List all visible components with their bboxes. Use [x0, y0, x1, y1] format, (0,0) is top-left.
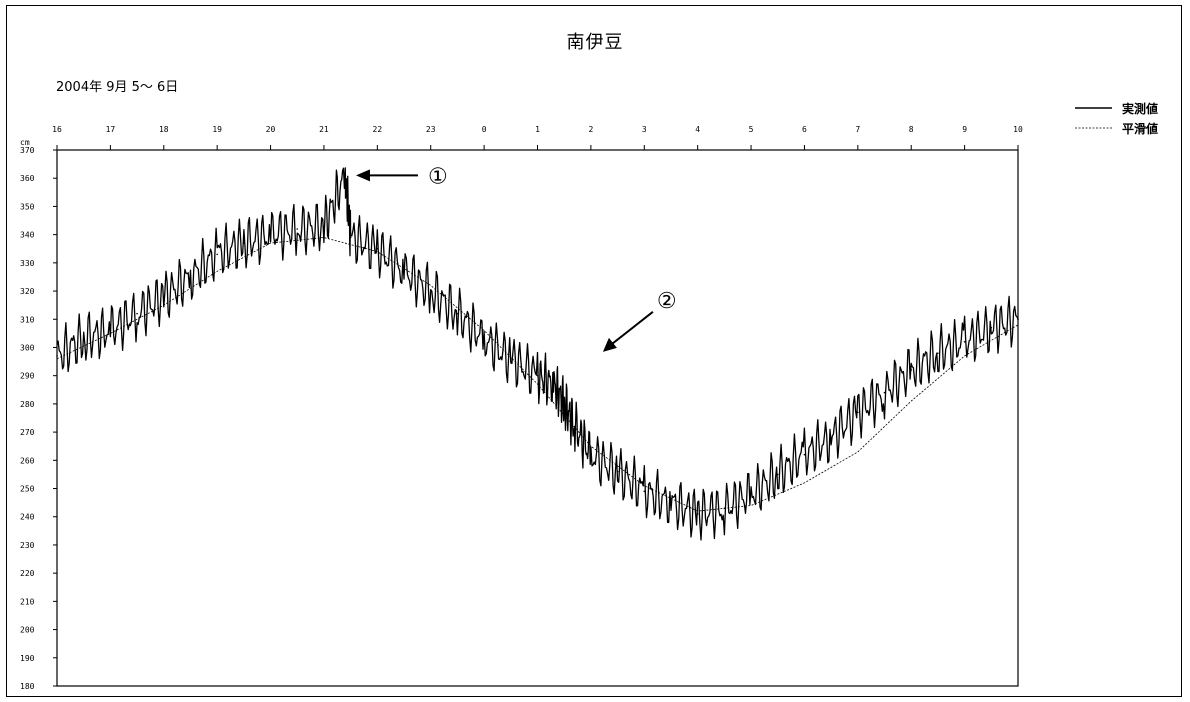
- y-tick-label: 340: [20, 231, 35, 240]
- measured-point: [269, 233, 272, 236]
- measured-point: [510, 357, 512, 360]
- measured-point: [590, 453, 592, 456]
- x-tick-label: 23: [426, 125, 436, 134]
- y-unit-label: cm: [20, 138, 30, 147]
- measured-point: [937, 352, 939, 354]
- measured-point: [403, 270, 405, 273]
- x-tick-label: 8: [909, 125, 914, 134]
- measured-point: [376, 247, 379, 250]
- measured-point: [429, 290, 432, 292]
- measured-point: [536, 374, 539, 377]
- measured-point: [616, 470, 619, 473]
- x-tick-label: 5: [749, 125, 754, 134]
- y-tick-label: 320: [20, 287, 35, 296]
- legend-label: 平滑値: [1122, 121, 1158, 136]
- measured-point: [552, 383, 555, 385]
- x-tick-label: 16: [52, 125, 62, 134]
- y-tick-label: 200: [20, 626, 35, 635]
- measured-point: [963, 341, 966, 343]
- y-tick-label: 260: [20, 456, 35, 465]
- x-tick-label: 20: [266, 125, 276, 134]
- x-axis-ticks: 16 17 18 19 20 21 22 23 0 1 2 3 4 5 6 7 8 9 10: [52, 125, 1023, 150]
- x-tick-label: 7: [855, 125, 860, 134]
- y-tick-label: 280: [20, 400, 35, 409]
- measured-point: [136, 312, 138, 315]
- x-tick-label: 2: [588, 125, 593, 134]
- measured-point: [162, 295, 165, 298]
- measured-point: [910, 369, 913, 371]
- measured-point: [883, 391, 886, 394]
- x-tick-label: 1: [535, 125, 540, 134]
- measured-point: [216, 253, 218, 256]
- measured-point: [56, 355, 58, 357]
- y-tick-label: 300: [20, 343, 35, 352]
- x-tick-label: 22: [373, 125, 383, 134]
- y-tick-label: 210: [20, 597, 35, 606]
- annotation-arrow: [610, 311, 654, 346]
- x-tick-label: 3: [642, 125, 647, 134]
- chart-subtitle: 2004年 9月 5～ 6日: [56, 80, 179, 95]
- measured-point: [243, 242, 245, 244]
- measured-point: [750, 493, 752, 495]
- x-tick-label: 21: [319, 125, 329, 134]
- chart-title: 南伊豆: [566, 32, 624, 53]
- measured-point: [189, 276, 192, 278]
- measured-point: [296, 228, 299, 230]
- measured-point: [803, 453, 806, 456]
- measured-point: [483, 338, 485, 340]
- x-tick-label: 17: [106, 125, 116, 134]
- measured-point: [1017, 318, 1019, 321]
- annotation-label: ②: [657, 289, 677, 314]
- y-tick-label: 310: [20, 315, 35, 324]
- measured-point: [670, 501, 672, 504]
- y-tick-label: 350: [20, 202, 35, 211]
- y-tick-label: 230: [20, 541, 35, 550]
- x-tick-label: 10: [1013, 125, 1023, 134]
- measured-point: [349, 236, 352, 239]
- series-group: [56, 167, 1019, 541]
- measured-point: [643, 490, 646, 493]
- x-tick-label: 19: [212, 125, 222, 134]
- x-tick-label: 6: [802, 125, 807, 134]
- y-tick-label: 290: [20, 372, 35, 381]
- series-line-measured: [56, 167, 1019, 541]
- annotation-label: ①: [428, 164, 448, 189]
- x-tick-label: 9: [962, 125, 967, 134]
- measured-point: [109, 329, 112, 332]
- measured-point: [830, 436, 832, 439]
- measured-point: [344, 174, 347, 177]
- y-tick-label: 270: [20, 428, 35, 437]
- annotation-arrowhead: [355, 169, 370, 182]
- chart-frame: [6, 5, 1182, 697]
- series-line-smoothed: [56, 237, 1019, 512]
- y-tick-label: 220: [20, 569, 35, 578]
- measured-point: [990, 326, 993, 329]
- x-tick-label: 18: [159, 125, 169, 134]
- measured-point: [857, 411, 859, 414]
- annotation-arrowhead: [602, 337, 617, 352]
- measured-point: [696, 513, 699, 515]
- measured-point: [456, 312, 459, 315]
- measured-point: [323, 225, 325, 227]
- y-tick-label: 250: [20, 485, 35, 494]
- y-tick-label: 180: [20, 682, 35, 691]
- x-tick-label: 4: [695, 125, 700, 134]
- y-tick-label: 190: [20, 654, 35, 663]
- y-tick-label: 240: [20, 513, 35, 522]
- y-tick-label: 360: [20, 174, 35, 183]
- measured-point: [563, 403, 565, 405]
- measured-point: [82, 338, 85, 340]
- y-tick-label: 370: [20, 146, 35, 155]
- legend-label: 実測値: [1122, 101, 1158, 116]
- x-tick-label: 0: [482, 125, 487, 134]
- y-tick-label: 330: [20, 259, 35, 268]
- annotations: ①②: [355, 164, 677, 352]
- measured-point: [776, 473, 779, 476]
